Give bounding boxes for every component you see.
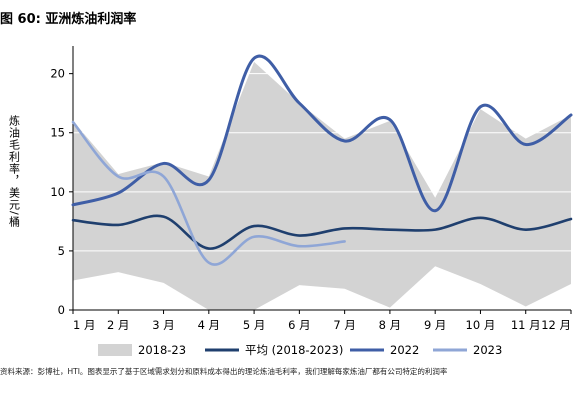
plot-area: 0 5 10 15 20 1 月 2 月 3 月 4 月 5 月 6 月 7 月 8 月 9 月 10 月 1… [50, 46, 573, 332]
x-tick-label: 6 月 [288, 318, 310, 332]
y-axis-label: 炼油毛利率，美元/桶 [8, 114, 21, 228]
x-tick-label: 1 月 [73, 318, 95, 332]
x-tick-label: 4 月 [198, 318, 220, 332]
y-tick-label: 20 [50, 67, 65, 81]
legend-item-2022-label: 2022 [390, 343, 419, 357]
x-tick-label: 5 月 [243, 318, 265, 332]
legend-item-2018-23-label: 2018-23 [138, 343, 186, 357]
series-line-average [71, 214, 573, 250]
legend-item-2023-label: 2023 [473, 343, 502, 357]
x-tick-label: 11 月 [511, 318, 541, 332]
y-tick-label: 10 [50, 185, 65, 199]
refining-margin-chart: 0 5 10 15 20 1 月 2 月 3 月 4 月 5 月 6 月 7 月 8 月 9 月 10 月 1… [8, 46, 573, 357]
range-band-2018-23 [73, 61, 571, 310]
legend-item-2018-23-swatch [98, 344, 132, 356]
figure-title: 图 60: 亚洲炼油利润率 [0, 12, 137, 27]
x-tick-label: 12 月 [541, 318, 571, 332]
y-tick-label: 15 [50, 126, 65, 140]
legend: 2018-23 平均 (2018-2023) 2022 2023 [98, 343, 502, 357]
x-tick-label: 2 月 [107, 318, 129, 332]
x-tick-label: 8 月 [379, 318, 401, 332]
y-tick-label: 5 [58, 244, 65, 258]
source-note: 资料来源：彭博社，HTI。图表显示了基于区域需求划分和原料成本得出的理论炼油毛利… [0, 367, 448, 376]
x-tick-label: 3 月 [152, 318, 174, 332]
series-line-2023 [71, 120, 346, 266]
x-tick-label: 9 月 [424, 318, 446, 332]
y-tick-label: 0 [58, 303, 65, 317]
x-tick-label: 10 月 [466, 318, 496, 332]
legend-item-average-label: 平均 (2018-2023) [245, 343, 343, 357]
series-line-2022 [71, 54, 573, 213]
x-tick-label: 7 月 [333, 318, 355, 332]
